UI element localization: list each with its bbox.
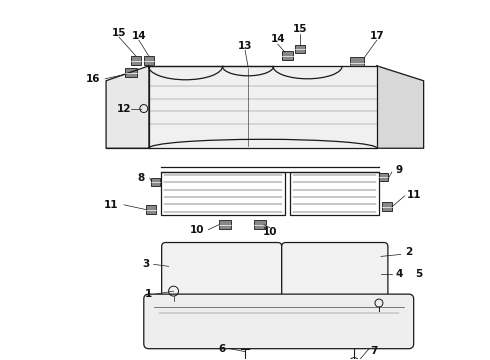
Text: 11: 11 xyxy=(104,200,118,210)
Text: 12: 12 xyxy=(117,104,131,113)
Bar xyxy=(151,178,160,186)
Polygon shape xyxy=(149,66,377,148)
Text: 16: 16 xyxy=(86,74,100,84)
Text: 14: 14 xyxy=(131,31,146,41)
Bar xyxy=(125,68,137,77)
Text: 2: 2 xyxy=(405,247,413,257)
Bar xyxy=(294,45,305,54)
Bar xyxy=(146,205,156,214)
FancyBboxPatch shape xyxy=(162,243,282,303)
Text: 13: 13 xyxy=(238,41,252,51)
Bar xyxy=(161,172,285,215)
Text: 5: 5 xyxy=(415,269,422,279)
Text: 15: 15 xyxy=(293,24,307,34)
Text: 10: 10 xyxy=(263,226,277,237)
Bar xyxy=(350,57,364,69)
Bar xyxy=(219,220,231,229)
Text: 4: 4 xyxy=(395,269,402,279)
Text: 1: 1 xyxy=(145,289,152,299)
Text: 14: 14 xyxy=(270,34,285,44)
Text: 10: 10 xyxy=(190,225,205,235)
Bar xyxy=(382,202,392,211)
Bar xyxy=(144,57,154,66)
Polygon shape xyxy=(106,66,149,148)
FancyBboxPatch shape xyxy=(282,243,388,303)
Bar xyxy=(290,172,379,215)
Bar xyxy=(131,57,141,66)
Bar xyxy=(379,173,389,181)
Polygon shape xyxy=(377,66,424,148)
Text: 6: 6 xyxy=(219,344,226,354)
Text: 11: 11 xyxy=(406,190,421,200)
Text: 7: 7 xyxy=(370,346,378,356)
Text: 15: 15 xyxy=(112,28,126,38)
Text: 17: 17 xyxy=(369,31,384,41)
Bar xyxy=(282,51,293,60)
Text: 3: 3 xyxy=(142,259,149,269)
FancyBboxPatch shape xyxy=(144,294,414,349)
Text: 9: 9 xyxy=(395,165,402,175)
Text: 8: 8 xyxy=(137,173,145,183)
Bar xyxy=(254,220,266,229)
